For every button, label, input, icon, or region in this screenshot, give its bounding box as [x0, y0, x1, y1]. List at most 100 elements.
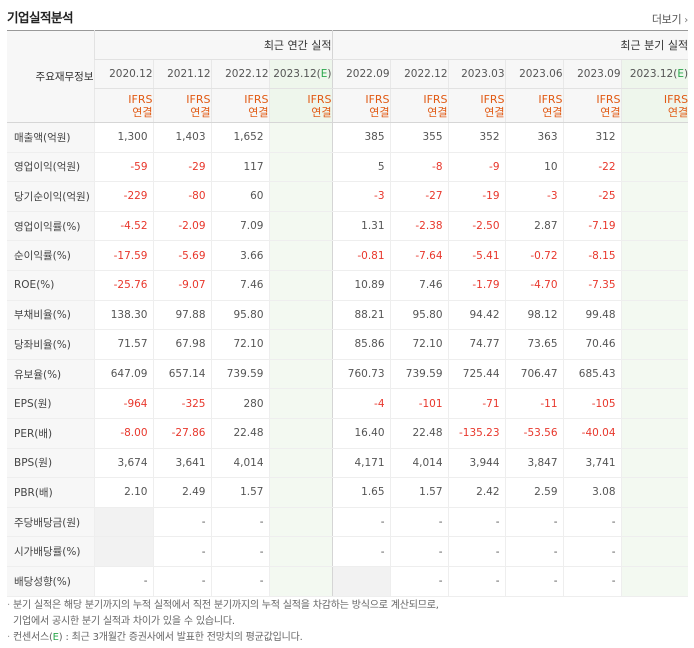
annual-value: 72.10	[210, 329, 269, 360]
row-label: 유보율(%)	[7, 359, 94, 390]
annual-value: 280	[210, 388, 269, 419]
basis-standard: IFRS	[423, 92, 448, 106]
quarter-value: -9	[447, 152, 506, 183]
quarter-value: -5.41	[447, 240, 506, 271]
quarter-value: 94.42	[447, 299, 506, 331]
table-row: 영업이익률(%) -4.52 -2.09 7.09 1.31 -2.38 -2.50 2.87…	[7, 210, 689, 242]
quarter-value: 16.40	[331, 418, 391, 449]
table-row: 당좌비율(%) 71.57 67.98 72.10 85.86 72.10 74.77 73.…	[7, 329, 689, 360]
quarter-value: 4,171	[331, 448, 391, 479]
basis-scope: 연결	[542, 105, 563, 119]
annual-value: 1.57	[210, 477, 269, 508]
row-label: 주당배당금(원)	[7, 506, 94, 538]
quarter-value	[620, 388, 689, 419]
quarter-value: -	[562, 566, 622, 597]
footnotes: · 분기 실적은 해당 분기까지의 누적 실적에서 직전 분기까지의 누적 실적…	[7, 598, 439, 646]
quarter-value: 363	[504, 122, 564, 153]
quarter-value: -8.15	[562, 240, 622, 271]
quarter-value	[620, 506, 689, 538]
quarter-value: -	[504, 536, 564, 567]
quarter-value: 355	[389, 122, 449, 153]
accounting-basis: IFRS 연결	[504, 88, 564, 123]
accounting-basis: IFRS 연결	[93, 88, 153, 123]
row-label: 매출액(억원)	[7, 122, 94, 153]
annual-value	[268, 359, 333, 390]
quarter-value: 22.48	[389, 418, 449, 449]
quarter-value: -101	[389, 388, 449, 419]
accounting-basis: IFRS 연결	[210, 88, 269, 123]
table-row: 매출액(억원) 1,300 1,403 1,652 385 355 352 363 312	[7, 122, 689, 153]
quarter-value: 99.48	[562, 299, 622, 331]
basis-scope: 연결	[484, 105, 505, 119]
quarter-value	[620, 122, 689, 153]
quarter-value: -7.19	[562, 210, 622, 242]
annual-value: -5.69	[152, 240, 211, 271]
basis-standard: IFRS	[480, 92, 505, 106]
quarter-value: 3,944	[447, 448, 506, 479]
table-row: 당기순이익(억원) -229 -80 60 -3 -27 -19 -3 -25	[7, 181, 689, 212]
annual-period: 2020.12	[93, 59, 153, 89]
quarter-value: -	[504, 506, 564, 538]
quarter-value: -2.50	[447, 210, 506, 242]
financial-table: 주요재무정보 최근 연간 실적 최근 분기 실적 2020.12 2021.12 2022…	[7, 30, 689, 597]
table-row: 유보율(%) 647.09 657.14 739.59 760.73 739.59 725.…	[7, 359, 689, 390]
quarter-value: -71	[447, 388, 506, 419]
quarter-value: 312	[562, 122, 622, 153]
row-label: 시가배당률(%)	[7, 536, 94, 567]
annual-value: -17.59	[93, 240, 153, 271]
footnote-2: · 컨센서스(E) : 최근 3개월간 증권사에서 발표한 전망치의 평균값입니…	[7, 632, 303, 643]
table-row: BPS(원) 3,674 3,641 4,014 4,171 4,014 3,944 3,84…	[7, 448, 689, 479]
annual-value: 22.48	[210, 418, 269, 449]
annual-value: -	[210, 566, 269, 597]
annual-value	[268, 152, 333, 183]
basis-standard: IFRS	[365, 92, 390, 106]
annual-period: 2022.12	[210, 59, 269, 89]
quarter-value: 85.86	[331, 329, 391, 360]
table-row: 영업이익(억원) -59 -29 117 5 -8 -9 10 -22	[7, 152, 689, 183]
quarter-value: 3,847	[504, 448, 564, 479]
chevron-right-icon: ›	[684, 15, 688, 26]
annual-value: -	[152, 506, 211, 538]
basis-standard: IFRS	[128, 92, 153, 106]
quarter-value: -4.70	[504, 270, 564, 301]
quarter-value: -	[562, 536, 622, 567]
more-link-label: 더보기	[651, 13, 682, 26]
annual-value: -29	[152, 152, 211, 183]
quarter-value: 5	[331, 152, 391, 183]
annual-value: 71.57	[93, 329, 153, 360]
quarter-value	[620, 418, 689, 449]
basis-standard: IFRS	[244, 92, 269, 106]
annual-value: 95.80	[210, 299, 269, 331]
quarter-group-header: 최근 분기 실적	[331, 30, 689, 60]
annual-value: -964	[93, 388, 153, 419]
quarter-value: 3.08	[562, 477, 622, 508]
quarter-value: -	[447, 506, 506, 538]
annual-value	[268, 122, 333, 153]
quarter-value: 73.65	[504, 329, 564, 360]
row-label: BPS(원)	[7, 448, 94, 479]
annual-value	[268, 329, 333, 360]
quarter-value	[331, 566, 391, 597]
quarter-value: 739.59	[389, 359, 449, 390]
annual-value: 3,674	[93, 448, 153, 479]
annual-value: 4,014	[210, 448, 269, 479]
table-row: PBR(배) 2.10 2.49 1.57 1.65 1.57 2.42 2.59 3.08	[7, 477, 689, 508]
row-label: 당좌비율(%)	[7, 329, 94, 360]
annual-period: 2023.12(E)	[268, 59, 333, 89]
annual-value: -4.52	[93, 210, 153, 242]
annual-value: -	[93, 566, 153, 597]
annual-value	[268, 566, 333, 597]
quarter-value: 2.42	[447, 477, 506, 508]
annual-period: 2021.12	[152, 59, 211, 89]
annual-value: -	[152, 536, 211, 567]
row-label: PBR(배)	[7, 477, 94, 508]
annual-value	[268, 506, 333, 538]
annual-value	[268, 388, 333, 419]
basis-scope: 연결	[667, 105, 689, 119]
more-link[interactable]: 더보기 ›	[652, 11, 688, 27]
footnote-1-cont: 기업에서 공시한 분기 실적과 차이가 있을 수 있습니다.	[12, 616, 235, 627]
quarter-period: 2023.09	[562, 59, 622, 89]
annual-value	[268, 477, 333, 508]
accounting-basis: IFRS 연결	[447, 88, 506, 123]
